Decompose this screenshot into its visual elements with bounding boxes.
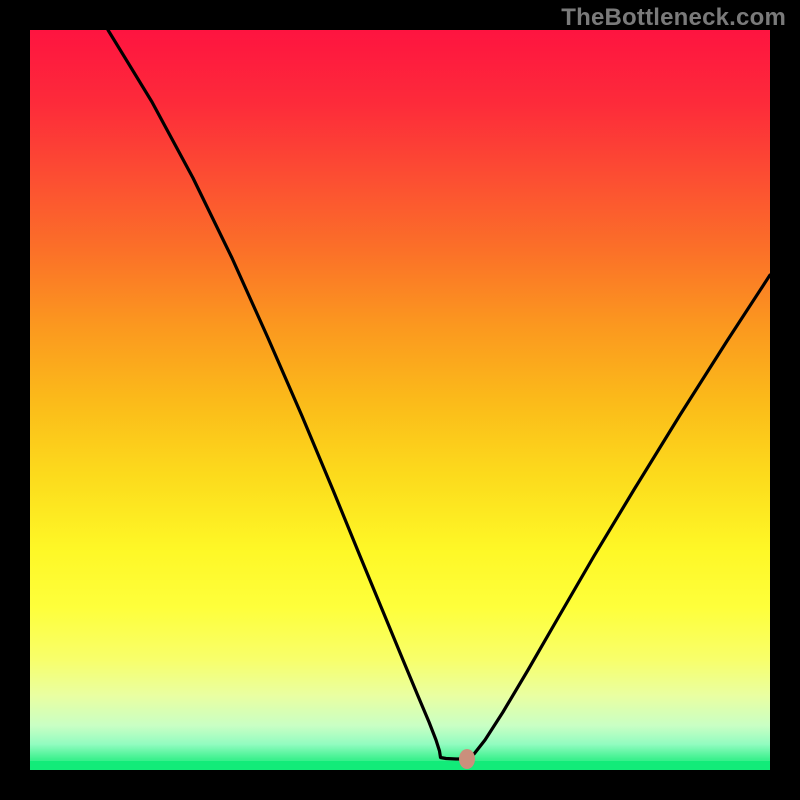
watermark-text: TheBottleneck.com	[561, 4, 786, 32]
gradient-background	[30, 30, 770, 770]
plot-area	[30, 30, 770, 770]
minimum-marker	[459, 749, 475, 769]
bottleneck-chart	[0, 0, 800, 800]
bottom-green-strip	[30, 761, 770, 770]
